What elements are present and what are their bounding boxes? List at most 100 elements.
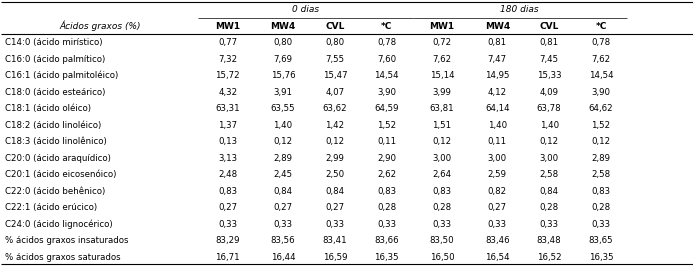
Text: 0 dias: 0 dias bbox=[292, 5, 319, 14]
Text: 0,33: 0,33 bbox=[540, 220, 559, 229]
Text: 0,83: 0,83 bbox=[432, 187, 452, 196]
Text: 0,78: 0,78 bbox=[377, 38, 396, 47]
Text: 16,54: 16,54 bbox=[485, 253, 509, 262]
Text: 3,00: 3,00 bbox=[488, 154, 507, 163]
Text: 15,33: 15,33 bbox=[537, 71, 561, 80]
Text: 83,56: 83,56 bbox=[271, 236, 296, 245]
Text: 2,45: 2,45 bbox=[273, 170, 293, 179]
Text: 64,14: 64,14 bbox=[485, 104, 509, 113]
Text: 16,52: 16,52 bbox=[537, 253, 561, 262]
Text: 0,27: 0,27 bbox=[218, 203, 237, 212]
Text: 63,31: 63,31 bbox=[215, 104, 240, 113]
Text: 3,90: 3,90 bbox=[591, 88, 611, 97]
Text: 15,72: 15,72 bbox=[215, 71, 240, 80]
Text: 1,40: 1,40 bbox=[540, 121, 559, 130]
Text: 0,13: 0,13 bbox=[218, 137, 237, 146]
Text: C14:0 (ácido mirístico): C14:0 (ácido mirístico) bbox=[5, 38, 102, 47]
Text: 0,81: 0,81 bbox=[488, 38, 507, 47]
Text: 16,71: 16,71 bbox=[215, 253, 240, 262]
Text: MW1: MW1 bbox=[215, 22, 240, 31]
Text: 1,40: 1,40 bbox=[273, 121, 293, 130]
Text: C18:2 (ácido linoléico): C18:2 (ácido linoléico) bbox=[5, 121, 101, 130]
Text: 2,99: 2,99 bbox=[325, 154, 344, 163]
Text: 7,45: 7,45 bbox=[540, 55, 559, 64]
Text: C16:0 (ácido palmítico): C16:0 (ácido palmítico) bbox=[5, 55, 105, 64]
Text: 2,58: 2,58 bbox=[591, 170, 611, 179]
Text: 0,28: 0,28 bbox=[540, 203, 559, 212]
Text: *C: *C bbox=[595, 22, 607, 31]
Text: 0,84: 0,84 bbox=[540, 187, 559, 196]
Text: 64,59: 64,59 bbox=[375, 104, 399, 113]
Text: MW1: MW1 bbox=[430, 22, 455, 31]
Text: 0,72: 0,72 bbox=[432, 38, 452, 47]
Text: % ácidos graxos insaturados: % ácidos graxos insaturados bbox=[5, 236, 128, 245]
Text: 0,84: 0,84 bbox=[325, 187, 344, 196]
Text: 2,50: 2,50 bbox=[325, 170, 344, 179]
Text: C20:1 (ácido eicosenóico): C20:1 (ácido eicosenóico) bbox=[5, 170, 116, 179]
Text: Ácidos graxos (%): Ácidos graxos (%) bbox=[59, 21, 141, 31]
Text: 7,62: 7,62 bbox=[591, 55, 611, 64]
Text: 3,99: 3,99 bbox=[432, 88, 452, 97]
Text: % ácidos graxos saturados: % ácidos graxos saturados bbox=[5, 253, 121, 262]
Text: 2,58: 2,58 bbox=[540, 170, 559, 179]
Text: 2,64: 2,64 bbox=[432, 170, 452, 179]
Text: 0,12: 0,12 bbox=[540, 137, 559, 146]
Text: CVL: CVL bbox=[325, 22, 345, 31]
Text: 180 dias: 180 dias bbox=[500, 5, 539, 14]
Text: 0,28: 0,28 bbox=[591, 203, 611, 212]
Text: 0,80: 0,80 bbox=[273, 38, 293, 47]
Text: 15,47: 15,47 bbox=[323, 71, 347, 80]
Text: 2,89: 2,89 bbox=[273, 154, 293, 163]
Text: C24:0 (ácido lignocérico): C24:0 (ácido lignocérico) bbox=[5, 220, 112, 229]
Text: 1,52: 1,52 bbox=[377, 121, 396, 130]
Text: 83,46: 83,46 bbox=[485, 236, 509, 245]
Text: 2,62: 2,62 bbox=[377, 170, 396, 179]
Text: 16,44: 16,44 bbox=[271, 253, 296, 262]
Text: 16,35: 16,35 bbox=[589, 253, 613, 262]
Text: CVL: CVL bbox=[539, 22, 559, 31]
Text: 3,00: 3,00 bbox=[432, 154, 452, 163]
Text: 0,33: 0,33 bbox=[218, 220, 237, 229]
Text: 0,27: 0,27 bbox=[488, 203, 507, 212]
Text: 63,62: 63,62 bbox=[323, 104, 347, 113]
Text: 0,83: 0,83 bbox=[218, 187, 237, 196]
Text: 0,27: 0,27 bbox=[273, 203, 293, 212]
Text: 1,42: 1,42 bbox=[325, 121, 344, 130]
Text: 1,37: 1,37 bbox=[218, 121, 237, 130]
Text: *C: *C bbox=[381, 22, 392, 31]
Text: C20:0 (ácido araquídico): C20:0 (ácido araquídico) bbox=[5, 154, 111, 163]
Text: 1,40: 1,40 bbox=[488, 121, 507, 130]
Text: 0,11: 0,11 bbox=[377, 137, 396, 146]
Text: 7,62: 7,62 bbox=[432, 55, 452, 64]
Text: 0,83: 0,83 bbox=[591, 187, 611, 196]
Text: 0,78: 0,78 bbox=[591, 38, 611, 47]
Text: 16,50: 16,50 bbox=[430, 253, 455, 262]
Text: 0,81: 0,81 bbox=[540, 38, 559, 47]
Text: 3,91: 3,91 bbox=[273, 88, 293, 97]
Text: 7,69: 7,69 bbox=[273, 55, 293, 64]
Text: 2,48: 2,48 bbox=[218, 170, 237, 179]
Text: 2,90: 2,90 bbox=[378, 154, 396, 163]
Text: 0,12: 0,12 bbox=[325, 137, 344, 146]
Text: 0,28: 0,28 bbox=[432, 203, 452, 212]
Text: 0,33: 0,33 bbox=[377, 220, 396, 229]
Text: 0,83: 0,83 bbox=[377, 187, 396, 196]
Text: 3,90: 3,90 bbox=[378, 88, 396, 97]
Text: 4,32: 4,32 bbox=[218, 88, 237, 97]
Text: 4,12: 4,12 bbox=[488, 88, 507, 97]
Text: 14,54: 14,54 bbox=[589, 71, 613, 80]
Text: 1,52: 1,52 bbox=[591, 121, 611, 130]
Text: 83,41: 83,41 bbox=[323, 236, 347, 245]
Text: C18:1 (ácido oléico): C18:1 (ácido oléico) bbox=[5, 104, 91, 113]
Text: C22:0 (ácido behênico): C22:0 (ácido behênico) bbox=[5, 187, 105, 196]
Text: 16,59: 16,59 bbox=[323, 253, 347, 262]
Text: 0,33: 0,33 bbox=[325, 220, 344, 229]
Text: 0,12: 0,12 bbox=[591, 137, 611, 146]
Text: 15,76: 15,76 bbox=[271, 71, 296, 80]
Text: 0,82: 0,82 bbox=[488, 187, 507, 196]
Text: 2,59: 2,59 bbox=[488, 170, 507, 179]
Text: 64,62: 64,62 bbox=[589, 104, 613, 113]
Text: 3,00: 3,00 bbox=[540, 154, 559, 163]
Text: 2,89: 2,89 bbox=[591, 154, 611, 163]
Text: C22:1 (ácido erúcico): C22:1 (ácido erúcico) bbox=[5, 203, 97, 212]
